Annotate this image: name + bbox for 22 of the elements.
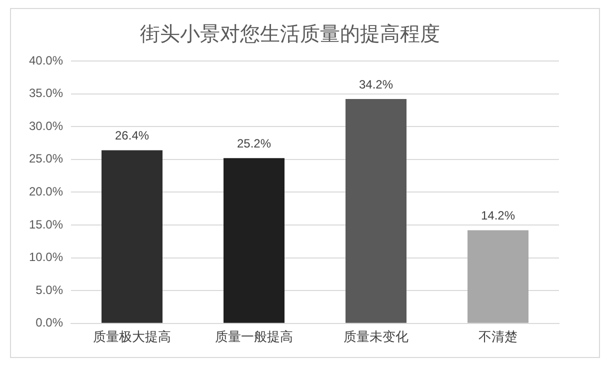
y-tick-label: 10.0% <box>28 250 64 264</box>
bar <box>346 99 407 323</box>
data-label: 25.2% <box>237 136 272 150</box>
x-tick-label: 质量极大提高 <box>93 328 172 344</box>
y-tick-label: 40.0% <box>28 53 64 68</box>
y-tick-label: 25.0% <box>28 152 64 166</box>
y-tick-label: 20.0% <box>28 184 64 199</box>
bar <box>102 150 163 323</box>
x-tick-label: 不清楚 <box>478 328 518 344</box>
y-tick-label: 0.0% <box>36 316 64 330</box>
y-tick-label: 15.0% <box>28 217 64 232</box>
x-tick-label: 质量一般提高 <box>215 328 294 344</box>
data-label: 14.2% <box>480 208 516 223</box>
y-tick-label: 35.0% <box>28 86 64 100</box>
bar <box>468 230 528 323</box>
y-tick-label: 5.0% <box>36 282 64 297</box>
chart-title: 街头小景对您生活质量的提高程度 <box>140 22 440 46</box>
bar <box>224 158 285 323</box>
y-tick-label: 30.0% <box>28 118 64 133</box>
data-label: 34.2% <box>358 77 394 92</box>
data-label: 26.4% <box>115 128 150 143</box>
x-tick-label: 质量未变化 <box>344 328 409 344</box>
